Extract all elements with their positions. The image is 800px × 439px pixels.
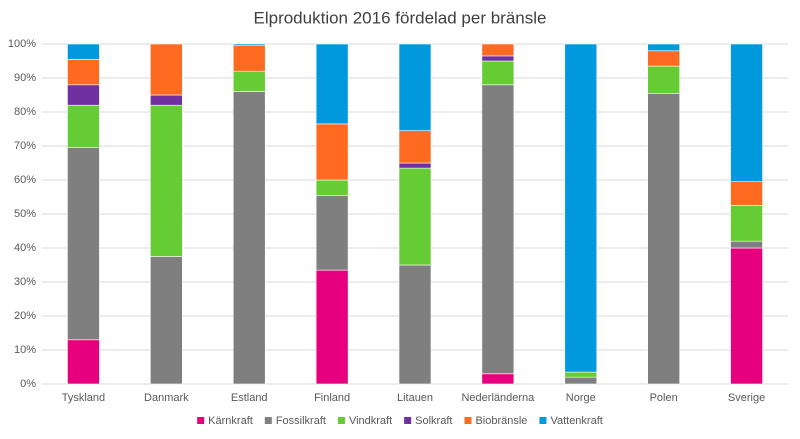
bar-segment (481, 84, 515, 375)
legend-swatch (197, 417, 205, 424)
x-tick-label: Nederländerna (461, 392, 535, 404)
bar-segment (150, 256, 183, 385)
bar-segment (232, 91, 266, 385)
bar-segment (315, 179, 349, 196)
legend-label: Vindkraft (349, 415, 392, 427)
bar-segment (481, 373, 515, 385)
legend-label: Fossilkraft (276, 415, 326, 427)
x-tick-label: Litauen (397, 392, 433, 404)
bar-segment (647, 93, 680, 385)
bar-segment (232, 70, 266, 92)
bar-segment (315, 195, 349, 271)
bar-segment (315, 43, 349, 125)
y-tick-label: 30% (14, 276, 36, 288)
y-tick-label: 70% (14, 140, 36, 152)
bar-segment (647, 50, 680, 67)
bar-segment (67, 147, 100, 341)
bar-segment (67, 339, 100, 385)
bar-segment (67, 43, 100, 60)
y-tick-label: 80% (14, 106, 36, 118)
x-tick-label: Sverige (728, 392, 765, 404)
bar-segment (730, 181, 763, 206)
bar-segment (730, 43, 763, 182)
bar-segment (564, 376, 598, 385)
bar-segment (398, 264, 432, 385)
bar-segment (564, 43, 598, 373)
legend-label: Kärnkraft (208, 415, 253, 427)
bar-segment (67, 58, 100, 86)
bar-segment (398, 167, 432, 266)
legend-swatch (337, 417, 345, 424)
y-tick-label: 0% (20, 378, 36, 390)
bar-segment (67, 84, 100, 106)
bar-segment (398, 130, 432, 164)
bar-segment (315, 123, 349, 181)
legend-label: Solkraft (415, 415, 452, 427)
bar-segment (481, 55, 515, 62)
y-tick-label: 40% (14, 242, 36, 254)
bar-segment (730, 205, 763, 242)
x-tick-label: Norge (566, 392, 596, 404)
x-tick-label: Polen (650, 392, 678, 404)
legend-label: Biobränsle (475, 415, 527, 427)
legend-label: Vattenkraft (550, 415, 602, 427)
bar-segment (398, 43, 432, 131)
bar-segment (315, 269, 349, 385)
x-tick-label: Estland (231, 392, 268, 404)
bar-segment (481, 60, 515, 86)
y-tick-label: 50% (14, 208, 36, 220)
y-tick-label: 60% (14, 174, 36, 186)
bar-segment (398, 162, 432, 169)
bar-segment (150, 94, 183, 106)
bar-segment (647, 65, 680, 94)
bar-segment (564, 371, 598, 378)
x-tick-label: Danmark (144, 392, 189, 404)
bar-segment (647, 43, 680, 52)
legend-swatch (539, 417, 547, 424)
chart-title: Elproduktion 2016 fördelad per bränsle (254, 8, 547, 27)
bar-segment (730, 240, 763, 249)
bar-segment (150, 43, 183, 96)
bar-segment (232, 45, 266, 72)
legend-swatch (264, 417, 272, 424)
y-tick-label: 100% (8, 38, 36, 50)
x-tick-label: Tyskland (62, 392, 105, 404)
legend-swatch (464, 417, 472, 424)
bar-segment (232, 43, 266, 46)
legend-swatch (404, 417, 412, 424)
bar-segment (67, 104, 100, 148)
bar-segment (481, 43, 515, 57)
x-tick-label: Finland (314, 392, 350, 404)
y-tick-label: 90% (14, 72, 36, 84)
y-tick-label: 20% (14, 310, 36, 322)
bar-segment (730, 247, 763, 385)
bar-segment (150, 104, 183, 257)
y-tick-label: 10% (14, 344, 36, 356)
